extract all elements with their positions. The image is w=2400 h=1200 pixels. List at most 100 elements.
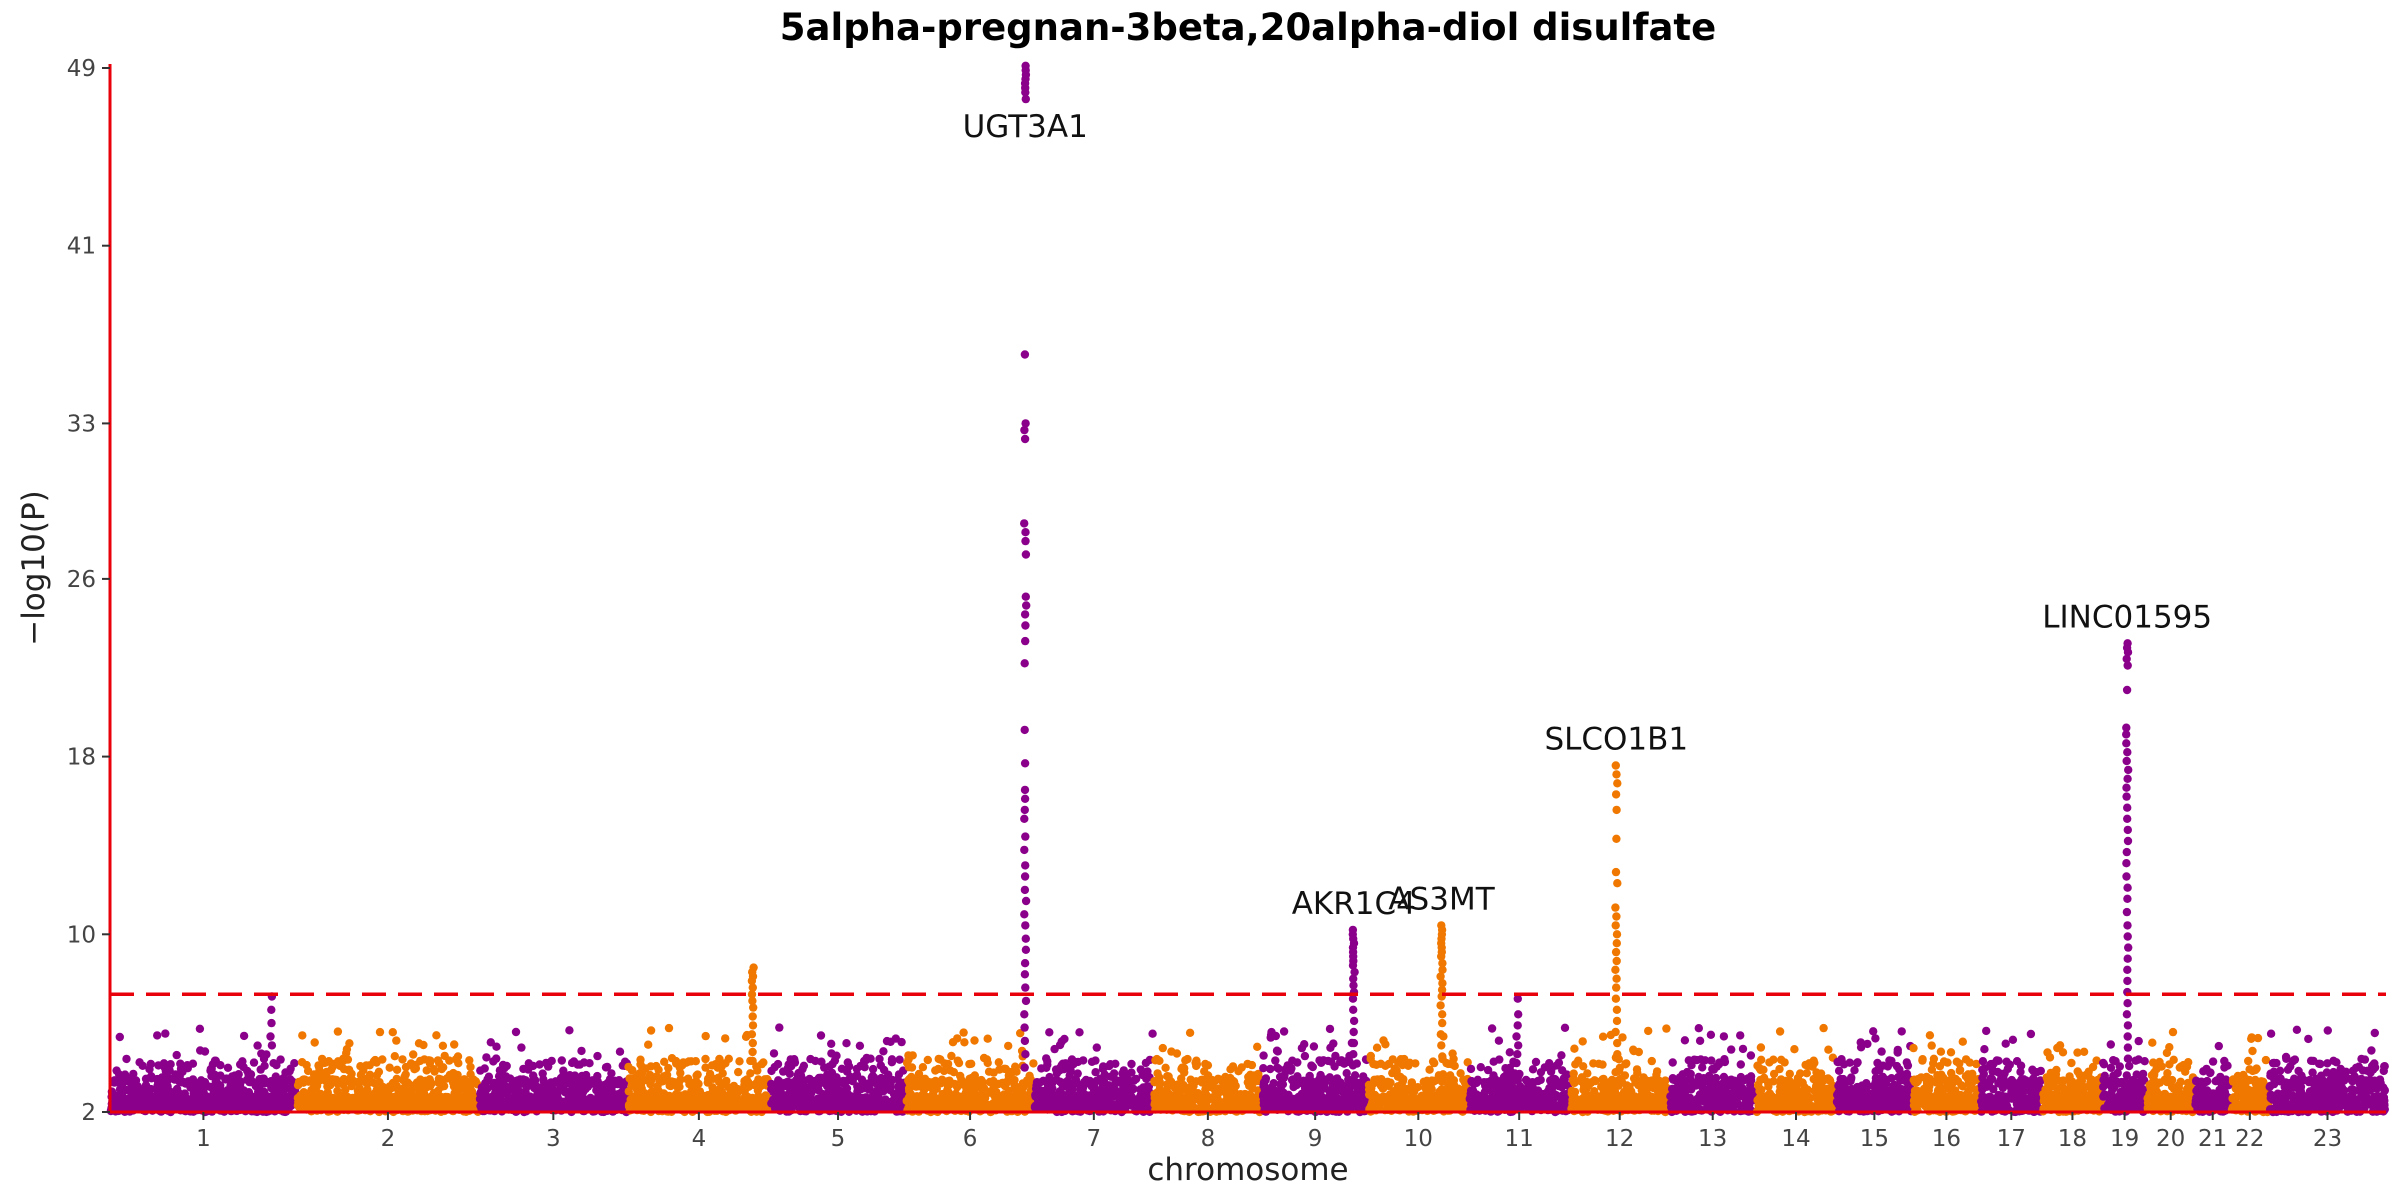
snp-point (1299, 1076, 1308, 1086)
snp-point (1425, 1065, 1434, 1074)
snp-point (1309, 1042, 1319, 1051)
snp-point (1041, 1094, 1050, 1103)
snp-point (383, 1086, 392, 1096)
snp-point (257, 1049, 266, 1058)
snp-point (679, 1099, 688, 1109)
snp-point (553, 1078, 562, 1088)
snp-point (1466, 1064, 1476, 1074)
snp-point (753, 1066, 762, 1075)
snp-point (858, 1061, 867, 1070)
snp-point (1505, 1048, 1515, 1057)
snp-point (735, 1057, 744, 1066)
snp-point (1017, 1084, 1026, 1094)
snp-point (1253, 1042, 1262, 1052)
snp-point (1034, 1087, 1043, 1096)
snp-point (743, 1080, 753, 1089)
snp-point (1377, 1075, 1386, 1084)
snp-point (727, 1087, 736, 1096)
snp-point (577, 1076, 586, 1085)
snp-point (1452, 1088, 1461, 1098)
snp-point (195, 1024, 205, 1034)
snp-point (1393, 1082, 1403, 1091)
snp-point (1183, 1054, 1192, 1064)
snp-point (1192, 1056, 1201, 1065)
snp-point (490, 1080, 499, 1089)
snp-point (701, 1063, 710, 1072)
snp-point (500, 1088, 509, 1098)
snp-point (249, 1058, 259, 1067)
snp-point (1258, 1092, 1268, 1101)
snp-point (1331, 1051, 1340, 1061)
snp-point (430, 1093, 440, 1102)
snp-point (577, 1046, 586, 1056)
snp-point (1315, 1097, 1325, 1106)
snp-point (830, 1056, 840, 1065)
snp-point (936, 1055, 945, 1064)
snp-point (1335, 1078, 1345, 1087)
snp-point (665, 1092, 674, 1102)
snp-point (511, 1097, 520, 1106)
snp-point (951, 1089, 960, 1099)
snp-point (234, 1070, 243, 1079)
snp-point (147, 1074, 156, 1083)
snp-point (239, 1031, 249, 1041)
snp-point (465, 1056, 474, 1065)
snp-point (1267, 1084, 1277, 1093)
snp-point (161, 1061, 170, 1070)
snp-point (1287, 1075, 1297, 1085)
snp-point (592, 1080, 601, 1089)
snp-point (315, 1069, 324, 1078)
snp-point (947, 1051, 956, 1061)
snp-point (601, 1063, 611, 1072)
snp-point (248, 1095, 257, 1104)
snp-point (239, 1062, 248, 1072)
snp-point (130, 1087, 139, 1097)
snp-point (868, 1064, 878, 1074)
snp-point (1495, 1055, 1504, 1064)
snp-point (930, 1098, 939, 1108)
snp-point (269, 1059, 278, 1068)
snp-point (1344, 1075, 1353, 1084)
snp-point (372, 1071, 382, 1080)
snp-point (212, 1078, 221, 1087)
snp-point (482, 1053, 491, 1062)
snp-point (317, 1094, 326, 1103)
snp-point (1320, 1077, 1329, 1087)
snp-point (876, 1061, 885, 1070)
snp-point (695, 1087, 705, 1096)
snp-point (816, 1031, 826, 1040)
snp-point (441, 1092, 450, 1102)
snp-point (949, 1068, 959, 1077)
snp-point (333, 1027, 343, 1036)
snp-point (422, 1066, 431, 1075)
snp-point (260, 1061, 269, 1071)
snp-point (715, 1085, 724, 1094)
snp-point (1234, 1067, 1243, 1076)
snp-point (1223, 1079, 1232, 1089)
snp-point (593, 1071, 602, 1081)
snp-point (785, 1096, 794, 1106)
snp-point (976, 1093, 985, 1103)
snp-point (644, 1040, 653, 1049)
snp-point (664, 1063, 673, 1073)
snp-point (578, 1097, 587, 1106)
snp-point (271, 1072, 280, 1081)
snp-point (565, 1071, 574, 1080)
snp-point (1051, 1065, 1061, 1074)
snp-point (191, 1080, 200, 1090)
snp-point (153, 1031, 162, 1040)
snp-point (1288, 1056, 1297, 1065)
snp-point (345, 1065, 354, 1075)
snp-point (1317, 1058, 1326, 1068)
snp-point (593, 1104, 602, 1113)
snp-point (660, 1057, 669, 1067)
snp-point (1389, 1101, 1399, 1110)
snp-point (891, 1034, 900, 1043)
snp-point (1004, 1041, 1013, 1051)
snp-point (1260, 1081, 1269, 1090)
snp-point (1372, 1043, 1382, 1052)
snp-point (261, 1100, 270, 1110)
snp-point (110, 1078, 120, 1087)
snp-point (889, 1096, 898, 1105)
snp-point (500, 1064, 509, 1073)
